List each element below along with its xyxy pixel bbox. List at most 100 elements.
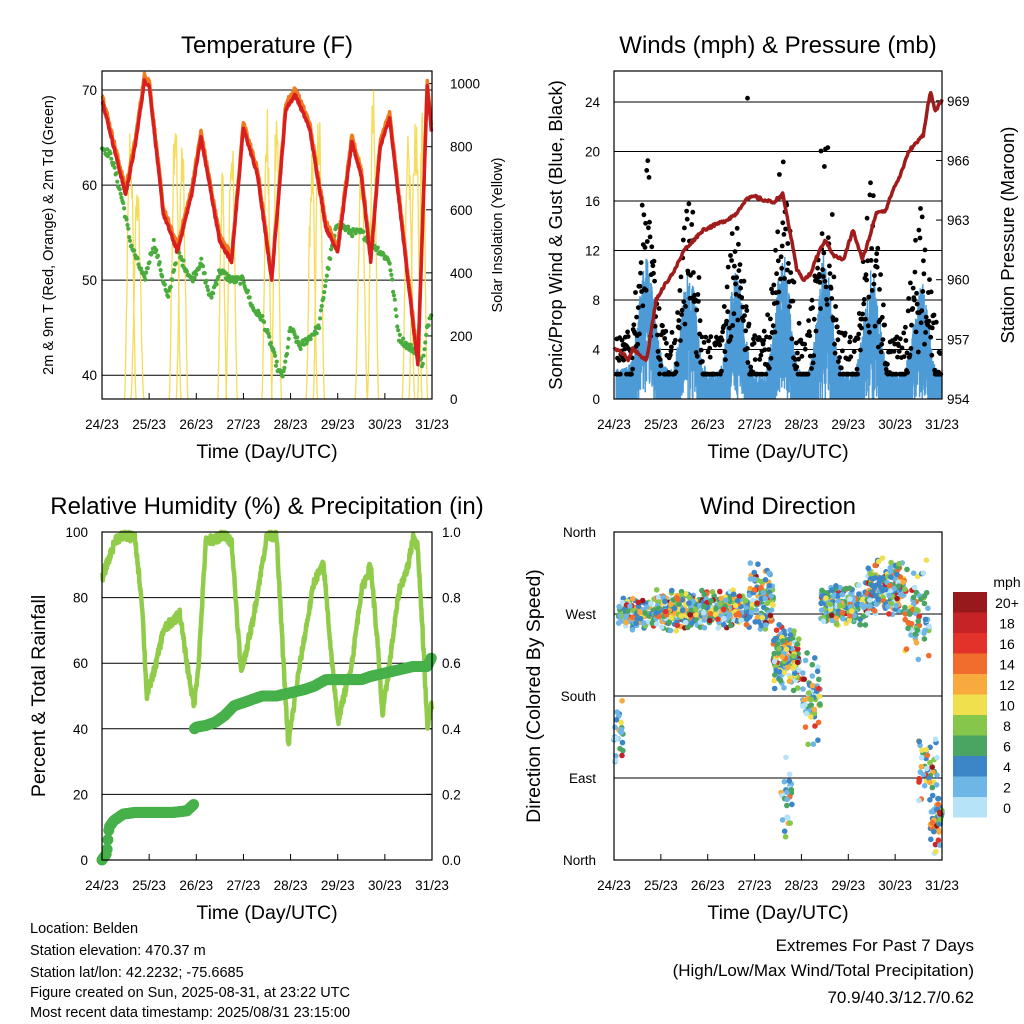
direction-point <box>811 706 818 713</box>
gust-point <box>829 212 835 217</box>
direction-point <box>800 686 806 692</box>
gust-point <box>730 323 736 328</box>
direction-point <box>653 587 660 593</box>
x-tick-label-3-0: 24/23 <box>597 878 631 893</box>
gust-point <box>783 226 788 232</box>
gust-point <box>912 269 918 275</box>
direction-point <box>800 703 806 709</box>
x-tick-label-1-7: 31/23 <box>925 417 959 432</box>
dewpoint-point <box>132 248 137 253</box>
direction-point <box>640 620 647 626</box>
direction-point <box>788 786 795 793</box>
gust-point <box>748 364 754 370</box>
gust-point <box>724 318 729 324</box>
dewpoint-point <box>422 347 427 352</box>
direction-point <box>902 611 909 617</box>
direction-point <box>808 714 814 720</box>
direction-point <box>902 586 908 592</box>
series-rh <box>100 529 435 747</box>
direction-point <box>891 585 898 592</box>
gust-point <box>818 306 823 311</box>
gust-point <box>637 283 643 289</box>
x-axis-label-3: Time (Day/UTC) <box>707 902 848 924</box>
dewpoint-point <box>158 268 163 273</box>
gust-point <box>736 241 741 247</box>
direction-point <box>842 586 848 592</box>
gust-point <box>851 349 857 355</box>
dewpoint-point <box>160 274 165 279</box>
direction-point <box>846 617 853 623</box>
gust-point <box>782 276 787 281</box>
y-tick-label-wind-4: 16 <box>585 194 600 209</box>
gust-point <box>680 237 686 243</box>
direction-point <box>900 579 907 585</box>
solar-spike-10 <box>354 157 368 400</box>
y2-tick-label-solar-1: 200 <box>450 329 473 344</box>
direction-point <box>619 698 625 704</box>
colorbar-swatch-9 <box>953 776 987 797</box>
gust-point <box>876 344 881 350</box>
dewpoint-point <box>424 332 429 338</box>
direction-point <box>927 797 933 803</box>
colorbar-title: mph <box>993 574 1020 590</box>
direction-point <box>913 606 920 613</box>
direction-point <box>801 676 807 682</box>
gust-point <box>854 366 860 372</box>
gust-point <box>762 347 768 353</box>
direction-point <box>802 724 809 730</box>
dewpoint-point <box>119 195 124 200</box>
gust-point <box>929 325 935 331</box>
gust-point <box>872 273 877 278</box>
direction-point <box>783 646 790 653</box>
gust-point <box>635 305 641 310</box>
gust-point <box>829 296 835 301</box>
dewpoint-point <box>321 295 326 301</box>
x-tick-label-3-2: 26/23 <box>691 878 725 893</box>
gust-point <box>832 350 838 356</box>
dewpoint-point <box>181 258 186 263</box>
direction-point <box>918 596 924 602</box>
direction-point <box>806 690 812 696</box>
gust-point <box>727 325 732 331</box>
dewpoint-point <box>247 295 252 300</box>
gust-point <box>897 336 903 342</box>
gust-point <box>878 349 884 355</box>
direction-point <box>720 606 727 613</box>
direction-point <box>637 609 643 615</box>
x-axis-label-2: Time (Day/UTC) <box>196 902 337 924</box>
direction-point <box>752 619 758 625</box>
direction-point <box>781 669 788 676</box>
direction-point <box>712 611 719 618</box>
gust-point <box>684 208 689 214</box>
direction-point <box>791 653 797 659</box>
gust-point <box>674 362 680 367</box>
direction-point <box>833 583 839 589</box>
gust-point <box>655 349 661 354</box>
dewpoint-point <box>170 277 175 282</box>
gust-point <box>790 298 796 304</box>
gust-point <box>669 344 674 350</box>
direction-point <box>751 569 758 576</box>
gust-point <box>625 329 630 335</box>
dewpoint-point <box>283 359 288 364</box>
direction-point <box>614 709 620 715</box>
footer-created: Figure created on Sun, 2025-08-31, at 23… <box>30 985 350 1001</box>
colorbar-swatch-2 <box>953 633 987 654</box>
gust-point <box>696 299 701 304</box>
direction-point <box>768 593 774 599</box>
gust-point <box>787 304 792 309</box>
direction-point <box>613 717 620 723</box>
gust-point <box>646 225 651 231</box>
gust-point <box>822 164 827 169</box>
plot-frame-3 <box>613 531 943 861</box>
direction-point <box>932 736 939 742</box>
gust-point <box>725 309 731 315</box>
direction-point <box>673 628 680 634</box>
series-dewpoint <box>99 146 434 379</box>
dewpoint-point <box>319 303 324 309</box>
gust-point <box>662 336 668 341</box>
direction-point <box>896 560 902 567</box>
gust-point <box>655 332 660 338</box>
gust-point <box>746 321 752 327</box>
series-pressure <box>612 90 944 363</box>
